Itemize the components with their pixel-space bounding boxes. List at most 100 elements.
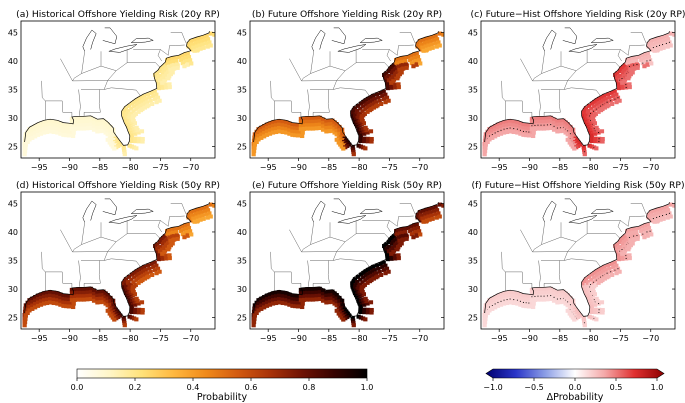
risk-cell [362,282,367,287]
risk-cell [317,122,322,127]
risk-cell [646,212,651,217]
risk-cell [332,130,337,135]
risk-cell [529,291,535,296]
risk-cell [501,123,507,128]
risk-cell [304,119,310,124]
risk-cell [563,291,568,296]
x-tick-label: −95 [31,334,48,343]
risk-cell [55,127,60,132]
risk-cell [482,320,488,325]
risk-cell [174,230,179,235]
significance-dot [628,236,631,239]
risk-cell [136,301,141,306]
state-border [521,100,533,117]
risk-cell [159,247,165,252]
x-tick-label: −85 [320,163,337,172]
significance-dot [633,235,635,237]
risk-cell [600,278,605,283]
risk-cell [47,293,53,298]
significance-dot [598,138,600,140]
risk-cell [365,101,370,106]
risk-cell [72,291,78,296]
risk-cell [538,126,544,131]
risk-cell [136,272,141,277]
state-border [563,62,588,90]
risk-cell [154,100,159,105]
risk-cell [160,251,165,256]
x-tick-label: −80 [122,163,139,172]
risk-cell [383,92,388,97]
risk-cell [140,107,145,112]
state-border [72,236,117,253]
risk-cell [504,294,510,299]
risk-cell [30,296,35,301]
risk-cell [167,57,173,62]
risk-cell [61,132,66,137]
risk-cell [301,116,307,121]
risk-cell [78,290,84,295]
risk-cell [310,287,316,292]
y-tick-label: 30 [237,285,247,294]
probability-colorbar: 0.0 0.2 0.4 0.6 0.8 1.0 Probability [71,368,373,403]
risk-cell [301,297,307,302]
significance-dot [556,298,558,300]
risk-cell [30,135,35,140]
risk-cell [627,253,632,258]
risk-cell [127,127,132,132]
state-border [60,229,73,253]
significance-dot [610,271,612,273]
significance-dot [503,299,505,301]
risk-cell [501,120,507,125]
risk-cell [385,83,390,88]
risk-cell [373,271,379,276]
risk-cell [386,69,391,74]
risk-cell [98,125,103,130]
risk-cell [129,144,134,149]
risk-cell [196,40,201,45]
risk-cell [192,48,197,53]
risk-cell [652,48,657,53]
risk-cell [71,305,76,310]
risk-cell [290,303,295,308]
state-border [532,236,577,253]
risk-cell [121,281,126,286]
risk-cell [606,274,611,279]
significance-dot [528,302,530,304]
risk-cell [620,85,625,90]
risk-cell [427,36,432,41]
risk-cell [156,86,162,91]
risk-cell [563,294,568,299]
risk-cell [495,126,501,131]
risk-cell [170,230,176,235]
risk-cell [149,272,155,277]
risk-cell [386,98,391,103]
risk-cell [586,124,591,129]
risk-cell [22,149,28,154]
significance-dot [614,98,616,100]
risk-cell [507,293,513,298]
lake-outline [102,198,118,216]
risk-cell [371,93,376,98]
risk-cell [404,236,409,241]
risk-cell [61,122,66,127]
risk-cell [85,126,90,131]
risk-cell [371,105,377,110]
risk-cell [617,98,622,103]
risk-cell [30,129,35,134]
risk-cell [170,241,175,246]
risk-cell [208,214,213,219]
risk-cell [167,85,172,90]
x-tick-label: −85 [551,163,568,172]
risk-cell [101,125,106,130]
risk-cell [613,244,618,249]
risk-cell [593,307,598,312]
risk-cell [627,85,632,90]
state-border [386,49,391,62]
risk-cell [524,293,529,298]
risk-cell [614,263,619,268]
risk-cell [81,297,87,302]
risk-cell [33,298,38,303]
risk-cell [44,294,50,299]
risk-cell [205,37,211,42]
risk-cell [216,205,220,209]
